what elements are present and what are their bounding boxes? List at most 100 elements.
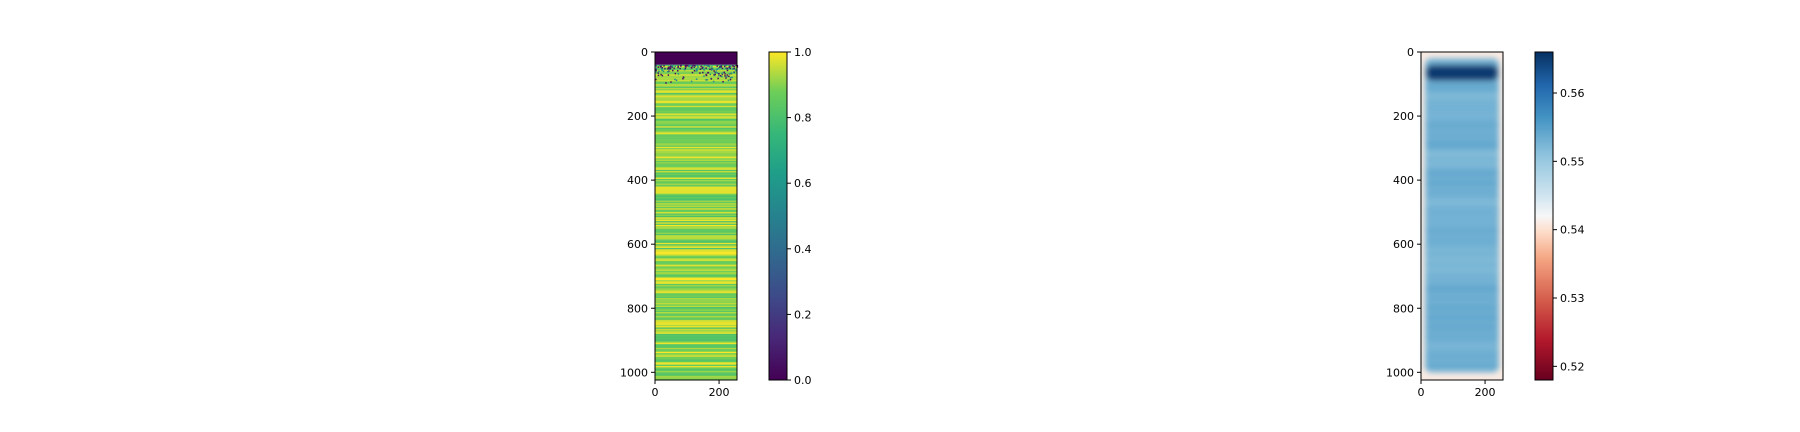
heatmap-band [1426, 305, 1498, 311]
heatmap-row [655, 209, 737, 212]
heatmap-speckle [716, 72, 719, 74]
heatmap-row [655, 345, 737, 347]
heatmap-row [655, 103, 737, 105]
heatmap-row [655, 285, 737, 287]
heatmap-row [655, 164, 737, 167]
heatmap-speckle [684, 67, 687, 70]
heatmap-row [655, 369, 737, 372]
heatmap-speckle [683, 68, 686, 71]
heatmap-row [655, 178, 737, 181]
heatmap-row [655, 75, 737, 77]
heatmap-band [1426, 362, 1498, 369]
heatmap-row [655, 283, 737, 286]
heatmap-row [655, 358, 737, 360]
heatmap-row [655, 123, 737, 126]
heatmap-row [655, 319, 737, 322]
heatmap-speckle [657, 72, 659, 74]
heatmap-speckle [726, 69, 729, 72]
heatmap-row [655, 173, 737, 176]
heatmap-speckle [700, 65, 702, 68]
heatmap-speckle [703, 75, 705, 77]
heatmap-band [1426, 228, 1498, 234]
heatmap-row [655, 331, 737, 333]
heatmap-speckle [723, 71, 725, 74]
heatmap-row [655, 296, 737, 299]
heatmap-row [655, 175, 737, 177]
heatmap-speckle [659, 64, 661, 67]
heatmap-row [655, 318, 737, 321]
heatmap-speckle [717, 77, 719, 80]
heatmap-row [655, 100, 737, 103]
heatmap-row [655, 163, 737, 166]
heatmap-speckle [705, 74, 708, 77]
heatmap-speckle [677, 65, 679, 68]
heatmap-row [655, 272, 737, 274]
heatmap-row [655, 289, 737, 291]
heatmap-row [655, 327, 737, 330]
y-tick-label: 1000 [1386, 366, 1414, 379]
heatmap-row [655, 117, 737, 119]
heatmap-row [655, 239, 737, 241]
heatmap-speckle [709, 73, 712, 76]
heatmap-row [655, 210, 737, 213]
heatmap-speckle [733, 71, 735, 74]
heatmap-speckle [728, 66, 730, 68]
heatmap-row [655, 274, 737, 277]
heatmap-speckle [679, 67, 681, 70]
heatmap-speckle [724, 73, 726, 75]
heatmap-row [655, 355, 737, 358]
heatmap-speckle [686, 64, 689, 67]
heatmap-speckle [711, 66, 713, 68]
heatmap-row [655, 340, 737, 342]
heatmap-speckle [661, 69, 663, 72]
heatmap-row [655, 150, 737, 153]
heatmap-speckle [731, 76, 733, 79]
heatmap-row [655, 277, 737, 280]
heatmap-speckle [667, 70, 669, 73]
heatmap-speckle [673, 67, 675, 70]
heatmap-row [655, 105, 737, 108]
heatmap-speckle [726, 67, 728, 70]
heatmap-row [655, 324, 737, 327]
heatmap-row [655, 131, 737, 134]
y-tick-label: 200 [1393, 110, 1414, 123]
heatmap-speckle [688, 65, 691, 67]
heatmap-row [655, 162, 737, 164]
heatmap-row [655, 328, 737, 331]
heatmap-row [655, 167, 737, 169]
heatmap-speckle [697, 66, 699, 68]
heatmap-row [655, 84, 737, 86]
colorbar-tick-label: 0.54 [1560, 224, 1585, 237]
heatmap-row [655, 104, 737, 107]
heatmap-row [655, 299, 737, 301]
heatmap-speckle [655, 67, 658, 69]
heatmap-row [655, 336, 737, 339]
heatmap-row [655, 153, 737, 155]
heatmap-speckle [662, 70, 665, 72]
heatmap-row [655, 218, 737, 221]
heatmap-row [655, 314, 737, 317]
heatmap-speckle [714, 73, 716, 76]
colorbar-tick-label: 0.0 [794, 374, 812, 387]
heatmap-speckle [728, 67, 730, 70]
heatmap-row [655, 235, 737, 237]
heatmap-row [655, 136, 737, 139]
heatmap-row [655, 94, 737, 96]
heatmap-band [1426, 324, 1498, 331]
heatmap-row [655, 190, 737, 192]
heatmap-row [655, 276, 737, 278]
heatmap-row [655, 182, 737, 185]
heatmap-speckle [667, 66, 670, 69]
heatmap-row [655, 349, 737, 351]
heatmap-speckle [713, 70, 715, 72]
heatmap-row [655, 201, 737, 204]
heatmap-row [655, 204, 737, 207]
heatmap-speckle [685, 66, 687, 68]
heatmap-row [655, 72, 737, 75]
x-tick-label: 0 [1418, 386, 1425, 399]
heatmap-row [655, 377, 737, 380]
heatmap-row [655, 149, 737, 151]
heatmap-speckle [725, 77, 727, 79]
heatmap-row [655, 86, 737, 89]
